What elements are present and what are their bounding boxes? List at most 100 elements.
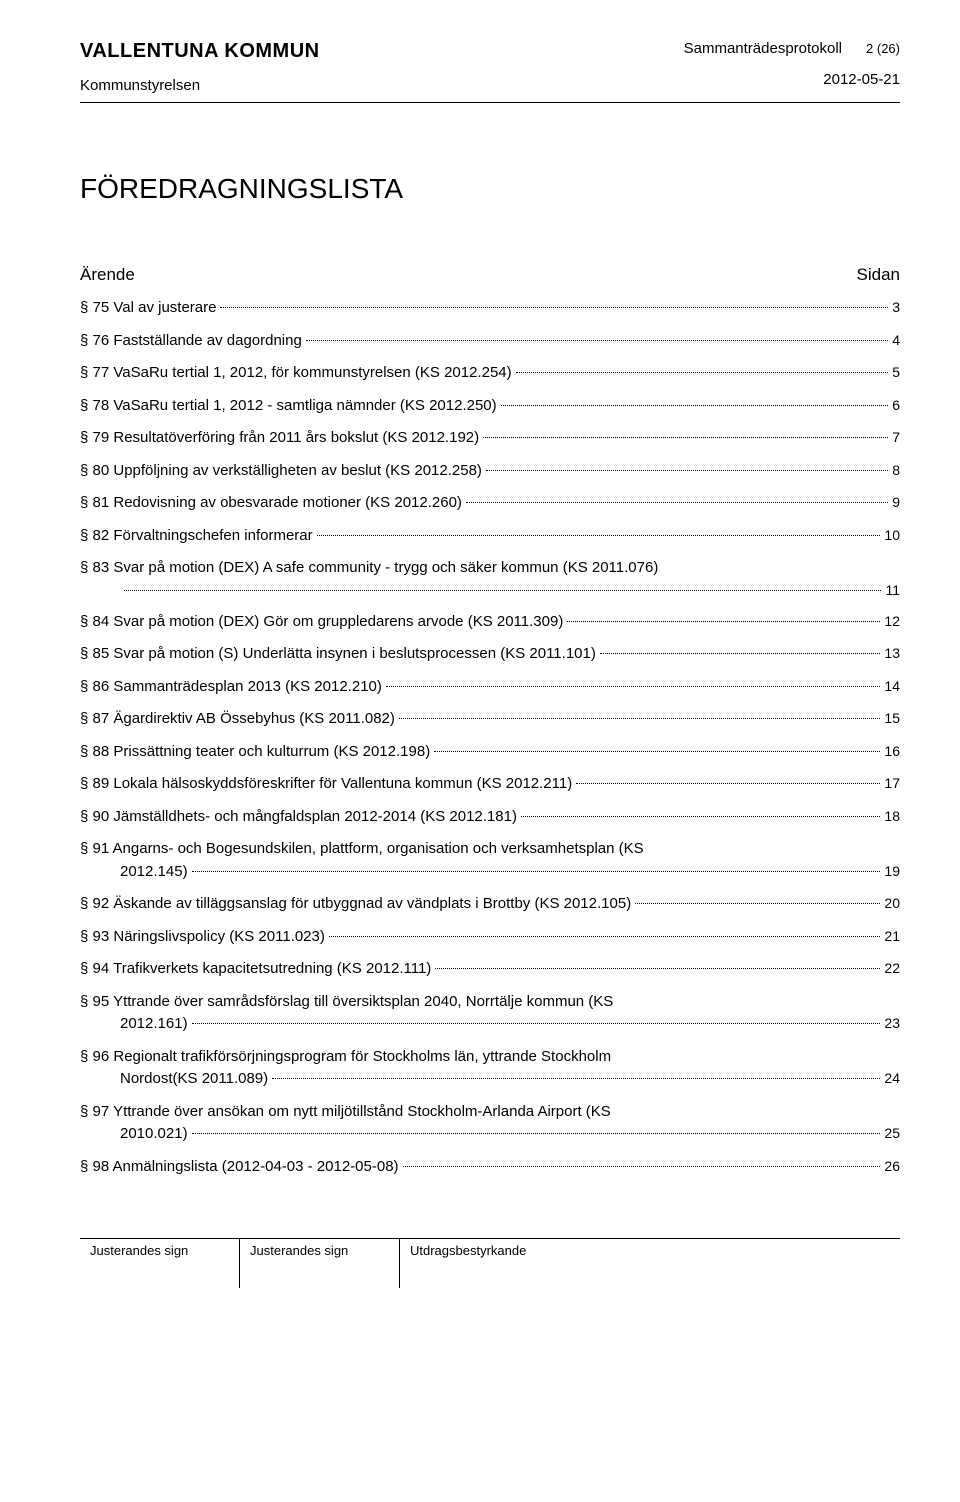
- toc-item: § 79 Resultatöverföring från 2011 års bo…: [80, 427, 900, 450]
- toc-item-page: 21: [884, 926, 900, 947]
- toc-item-text: § 86 Sammanträdesplan 2013 (KS 2012.210): [80, 676, 382, 699]
- toc-item-page: 13: [884, 643, 900, 664]
- toc-dots: [192, 871, 881, 872]
- toc-item-page: 22: [884, 958, 900, 979]
- toc-item-page: 7: [892, 427, 900, 448]
- toc-item: § 82 Förvaltningschefen informerar 10: [80, 525, 900, 548]
- toc-item-text: § 98 Anmälningslista (2012-04-03 - 2012-…: [80, 1156, 399, 1179]
- toc-item-page: 16: [884, 741, 900, 762]
- toc-item: § 90 Jämställdhets- och mångfaldsplan 20…: [80, 806, 900, 829]
- toc-item-page: 12: [884, 611, 900, 632]
- toc-dots: [635, 903, 880, 904]
- toc-item-page: 25: [884, 1123, 900, 1144]
- toc-item: § 91 Angarns- och Bogesundskilen, plattf…: [80, 838, 900, 883]
- meeting-date: 2012-05-21: [823, 71, 900, 88]
- toc-item-text: § 97 Yttrande över ansökan om nytt miljö…: [80, 1101, 900, 1124]
- doc-type: Sammanträdesprotokoll: [684, 40, 842, 57]
- header-divider: [80, 102, 900, 103]
- toc-dots: [435, 968, 880, 969]
- toc-item-page: 14: [884, 676, 900, 697]
- toc-item-page: 15: [884, 708, 900, 729]
- page-header: VALLENTUNA KOMMUN Kommunstyrelsen Samman…: [80, 40, 900, 94]
- toc-item-text: § 77 VaSaRu tertial 1, 2012, för kommuns…: [80, 362, 512, 385]
- toc-item-text: § 92 Äskande av tilläggsanslag för utbyg…: [80, 893, 631, 916]
- footer-certification: Utdragsbestyrkande: [400, 1239, 900, 1288]
- toc-item: § 96 Regionalt trafikförsörjningsprogram…: [80, 1046, 900, 1091]
- toc-item-page: 6: [892, 395, 900, 416]
- toc-item-page: 23: [884, 1013, 900, 1034]
- toc-dots: [124, 590, 881, 591]
- toc-item-text2: 2012.145): [120, 861, 188, 884]
- toc-dots: [486, 470, 888, 471]
- toc-dots: [220, 307, 888, 308]
- toc-item-text: § 85 Svar på motion (S) Underlätta insyn…: [80, 643, 596, 666]
- toc-dots: [329, 936, 881, 937]
- toc-item: § 86 Sammanträdesplan 2013 (KS 2012.210)…: [80, 676, 900, 699]
- toc-dots: [576, 783, 880, 784]
- toc-item-page: 18: [884, 806, 900, 827]
- toc-item-text: § 76 Fastställande av dagordning: [80, 330, 302, 353]
- toc-item-text: § 88 Prissättning teater och kulturrum (…: [80, 741, 430, 764]
- toc-item-page: 9: [892, 492, 900, 513]
- main-title: FÖREDRAGNINGSLISTA: [80, 173, 900, 205]
- toc-item-page: 24: [884, 1068, 900, 1089]
- toc-dots: [567, 621, 880, 622]
- toc-header-left: Ärende: [80, 265, 135, 285]
- toc-item-text: § 96 Regionalt trafikförsörjningsprogram…: [80, 1046, 900, 1069]
- footer-sign-2: Justerandes sign: [240, 1239, 400, 1288]
- toc-item-text: § 84 Svar på motion (DEX) Gör om grupple…: [80, 611, 563, 634]
- toc-dots: [192, 1023, 881, 1024]
- toc-item-text: § 90 Jämställdhets- och mångfaldsplan 20…: [80, 806, 517, 829]
- toc-dots: [600, 653, 881, 654]
- toc-item-text: § 91 Angarns- och Bogesundskilen, plattf…: [80, 838, 900, 861]
- toc-item: § 92 Äskande av tilläggsanslag för utbyg…: [80, 893, 900, 916]
- toc-dots: [501, 405, 889, 406]
- toc-item-page: 10: [884, 525, 900, 546]
- toc-dots: [192, 1133, 881, 1134]
- toc-dots: [466, 502, 888, 503]
- toc-item: § 81 Redovisning av obesvarade motioner …: [80, 492, 900, 515]
- toc-item-text: § 82 Förvaltningschefen informerar: [80, 525, 313, 548]
- toc-item: § 77 VaSaRu tertial 1, 2012, för kommuns…: [80, 362, 900, 385]
- toc-item-text: § 83 Svar på motion (DEX) A safe communi…: [80, 557, 900, 580]
- toc-item-text: § 95 Yttrande över samrådsförslag till ö…: [80, 991, 900, 1014]
- toc-item: § 84 Svar på motion (DEX) Gör om grupple…: [80, 611, 900, 634]
- toc-item-page: 11: [885, 580, 900, 601]
- toc-item-page: 20: [884, 893, 900, 914]
- toc-item-continuation: 2012.145) 19: [80, 861, 900, 884]
- toc-header-right: Sidan: [857, 265, 900, 285]
- page-number: 2 (26): [866, 41, 900, 56]
- toc-item: § 98 Anmälningslista (2012-04-03 - 2012-…: [80, 1156, 900, 1179]
- toc-item-text2: Nordost(KS 2011.089): [120, 1068, 268, 1091]
- toc-item: § 87 Ägardirektiv AB Össebyhus (KS 2011.…: [80, 708, 900, 731]
- header-left: VALLENTUNA KOMMUN Kommunstyrelsen: [80, 40, 320, 94]
- toc-item-text2: 2012.161): [120, 1013, 188, 1036]
- toc-dots: [386, 686, 881, 687]
- toc-item: § 97 Yttrande över ansökan om nytt miljö…: [80, 1101, 900, 1146]
- toc-item-page: 8: [892, 460, 900, 481]
- header-right-col: Sammanträdesprotokoll 2 (26) 2012-05-21: [684, 40, 900, 88]
- toc-item: § 89 Lokala hälsoskyddsföreskrifter för …: [80, 773, 900, 796]
- toc-item: § 93 Näringslivspolicy (KS 2011.023) 21: [80, 926, 900, 949]
- org-name: VALLENTUNA KOMMUN: [80, 40, 320, 63]
- toc-item: § 95 Yttrande över samrådsförslag till ö…: [80, 991, 900, 1036]
- toc-item: § 78 VaSaRu tertial 1, 2012 - samtliga n…: [80, 395, 900, 418]
- toc-dots: [317, 535, 881, 536]
- toc-item-continuation: 11: [80, 580, 900, 601]
- toc-item: § 75 Val av justerare3: [80, 297, 900, 320]
- footer-sign-1: Justerandes sign: [80, 1239, 240, 1288]
- toc-dots: [516, 372, 889, 373]
- toc-dots: [521, 816, 880, 817]
- toc-item-text: § 81 Redovisning av obesvarade motioner …: [80, 492, 462, 515]
- toc-item-page: 19: [884, 861, 900, 882]
- toc-item: § 85 Svar på motion (S) Underlätta insyn…: [80, 643, 900, 666]
- toc-item-text: § 79 Resultatöverföring från 2011 års bo…: [80, 427, 479, 450]
- toc-item-page: 26: [884, 1156, 900, 1177]
- toc-item: § 80 Uppföljning av verkställigheten av …: [80, 460, 900, 483]
- toc-item: § 94 Trafikverkets kapacitetsutredning (…: [80, 958, 900, 981]
- toc-item-text: § 80 Uppföljning av verkställigheten av …: [80, 460, 482, 483]
- toc-item-continuation: Nordost(KS 2011.089) 24: [80, 1068, 900, 1091]
- toc-item-text: § 93 Näringslivspolicy (KS 2011.023): [80, 926, 325, 949]
- toc-item: § 88 Prissättning teater och kulturrum (…: [80, 741, 900, 764]
- toc-dots: [434, 751, 880, 752]
